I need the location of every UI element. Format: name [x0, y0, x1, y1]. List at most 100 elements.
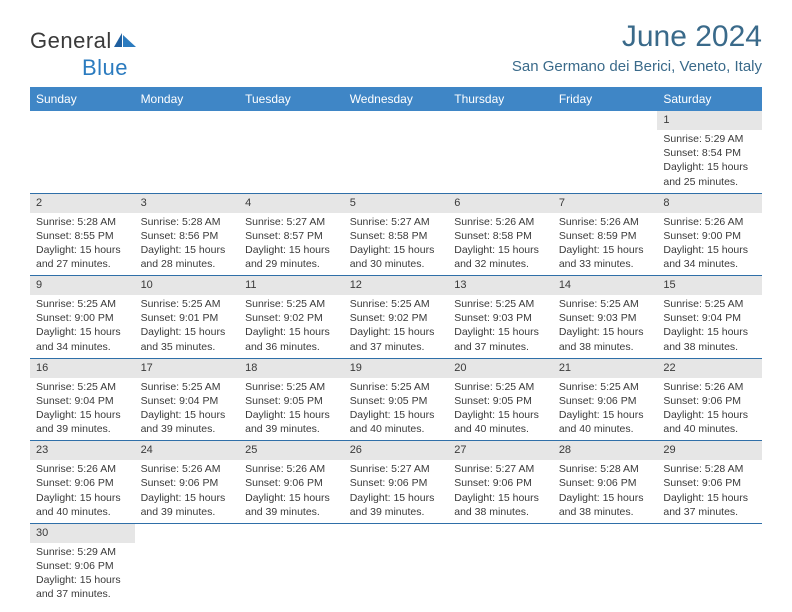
day-number	[135, 111, 240, 130]
sunrise-line: Sunrise: 5:25 AM	[454, 297, 547, 311]
sunrise-line: Sunrise: 5:28 AM	[36, 215, 129, 229]
day-number: 22	[657, 358, 762, 377]
day-number: 1	[657, 111, 762, 130]
day-header-row: SundayMondayTuesdayWednesdayThursdayFrid…	[30, 87, 762, 111]
day-cell: Sunrise: 5:26 AMSunset: 8:59 PMDaylight:…	[553, 213, 658, 276]
day-cell	[239, 543, 344, 606]
day-number	[448, 523, 553, 542]
sunset-line: Sunset: 8:54 PM	[663, 146, 756, 160]
daylight-line: Daylight: 15 hours and 40 minutes.	[36, 491, 129, 519]
sunrise-line: Sunrise: 5:27 AM	[350, 462, 443, 476]
sunset-line: Sunset: 9:03 PM	[454, 311, 547, 325]
daylight-line: Daylight: 15 hours and 39 minutes.	[245, 491, 338, 519]
day-cell: Sunrise: 5:26 AMSunset: 9:06 PMDaylight:…	[30, 460, 135, 523]
sunrise-line: Sunrise: 5:25 AM	[141, 297, 234, 311]
day-cell: Sunrise: 5:26 AMSunset: 9:06 PMDaylight:…	[657, 378, 762, 441]
sunset-line: Sunset: 8:58 PM	[350, 229, 443, 243]
sunset-line: Sunset: 9:01 PM	[141, 311, 234, 325]
day-number: 10	[135, 276, 240, 295]
daylight-line: Daylight: 15 hours and 39 minutes.	[245, 408, 338, 436]
flag-icon	[114, 29, 138, 55]
sunset-line: Sunset: 9:02 PM	[350, 311, 443, 325]
day-cell: Sunrise: 5:28 AMSunset: 9:06 PMDaylight:…	[657, 460, 762, 523]
sunset-line: Sunset: 9:00 PM	[36, 311, 129, 325]
day-cell: Sunrise: 5:27 AMSunset: 8:58 PMDaylight:…	[344, 213, 449, 276]
day-cell	[135, 130, 240, 193]
sunrise-line: Sunrise: 5:27 AM	[350, 215, 443, 229]
day-cell: Sunrise: 5:25 AMSunset: 9:04 PMDaylight:…	[135, 378, 240, 441]
day-number: 15	[657, 276, 762, 295]
day-number: 9	[30, 276, 135, 295]
sunrise-line: Sunrise: 5:27 AM	[454, 462, 547, 476]
daylight-line: Daylight: 15 hours and 30 minutes.	[350, 243, 443, 271]
logo-word1: General	[30, 28, 112, 53]
day-number: 26	[344, 441, 449, 460]
sunrise-line: Sunrise: 5:25 AM	[663, 297, 756, 311]
sunset-line: Sunset: 9:06 PM	[559, 394, 652, 408]
day-cell: Sunrise: 5:25 AMSunset: 9:04 PMDaylight:…	[657, 295, 762, 358]
day-header: Wednesday	[344, 87, 449, 111]
day-number: 28	[553, 441, 658, 460]
day-number: 11	[239, 276, 344, 295]
sunrise-line: Sunrise: 5:26 AM	[663, 215, 756, 229]
calendar-body: 1 Sunrise: 5:29 AMSunset: 8:54 PMDayligh…	[30, 111, 762, 605]
sunset-line: Sunset: 9:05 PM	[350, 394, 443, 408]
daylight-line: Daylight: 15 hours and 39 minutes.	[141, 491, 234, 519]
daylight-line: Daylight: 15 hours and 27 minutes.	[36, 243, 129, 271]
sunset-line: Sunset: 9:06 PM	[663, 394, 756, 408]
sunrise-line: Sunrise: 5:28 AM	[141, 215, 234, 229]
day-cell: Sunrise: 5:25 AMSunset: 9:02 PMDaylight:…	[344, 295, 449, 358]
daylight-line: Daylight: 15 hours and 38 minutes.	[559, 325, 652, 353]
day-header: Thursday	[448, 87, 553, 111]
day-cell: Sunrise: 5:27 AMSunset: 9:06 PMDaylight:…	[344, 460, 449, 523]
sunrise-line: Sunrise: 5:26 AM	[36, 462, 129, 476]
day-header: Monday	[135, 87, 240, 111]
sunrise-line: Sunrise: 5:29 AM	[663, 132, 756, 146]
day-number: 19	[344, 358, 449, 377]
sunset-line: Sunset: 9:06 PM	[36, 559, 129, 573]
page-header: GeneralBlue June 2024 San Germano dei Be…	[30, 20, 762, 81]
day-number: 24	[135, 441, 240, 460]
day-cell	[344, 543, 449, 606]
day-number: 18	[239, 358, 344, 377]
sunrise-line: Sunrise: 5:26 AM	[141, 462, 234, 476]
daylight-line: Daylight: 15 hours and 40 minutes.	[350, 408, 443, 436]
day-cell: Sunrise: 5:26 AMSunset: 9:06 PMDaylight:…	[135, 460, 240, 523]
day-cell	[135, 543, 240, 606]
day-cell: Sunrise: 5:27 AMSunset: 8:57 PMDaylight:…	[239, 213, 344, 276]
day-cell: Sunrise: 5:29 AMSunset: 9:06 PMDaylight:…	[30, 543, 135, 606]
daylight-line: Daylight: 15 hours and 36 minutes.	[245, 325, 338, 353]
day-number-row: 23242526272829	[30, 441, 762, 460]
calendar-page: GeneralBlue June 2024 San Germano dei Be…	[0, 0, 792, 612]
sunset-line: Sunset: 8:59 PM	[559, 229, 652, 243]
day-cell: Sunrise: 5:26 AMSunset: 8:58 PMDaylight:…	[448, 213, 553, 276]
day-cell: Sunrise: 5:25 AMSunset: 9:05 PMDaylight:…	[344, 378, 449, 441]
day-cell: Sunrise: 5:25 AMSunset: 9:05 PMDaylight:…	[239, 378, 344, 441]
sunset-line: Sunset: 9:06 PM	[663, 476, 756, 490]
day-number-row: 16171819202122	[30, 358, 762, 377]
sunset-line: Sunset: 9:06 PM	[36, 476, 129, 490]
day-info-row: Sunrise: 5:28 AMSunset: 8:55 PMDaylight:…	[30, 213, 762, 276]
day-number	[30, 111, 135, 130]
daylight-line: Daylight: 15 hours and 33 minutes.	[559, 243, 652, 271]
day-info-row: Sunrise: 5:29 AMSunset: 8:54 PMDaylight:…	[30, 130, 762, 193]
day-number: 14	[553, 276, 658, 295]
day-number	[344, 523, 449, 542]
daylight-line: Daylight: 15 hours and 37 minutes.	[350, 325, 443, 353]
day-cell: Sunrise: 5:26 AMSunset: 9:00 PMDaylight:…	[657, 213, 762, 276]
daylight-line: Daylight: 15 hours and 37 minutes.	[663, 491, 756, 519]
day-number: 3	[135, 193, 240, 212]
day-cell: Sunrise: 5:25 AMSunset: 9:03 PMDaylight:…	[553, 295, 658, 358]
sunset-line: Sunset: 8:55 PM	[36, 229, 129, 243]
title-block: June 2024 San Germano dei Berici, Veneto…	[512, 20, 762, 75]
daylight-line: Daylight: 15 hours and 38 minutes.	[559, 491, 652, 519]
sunset-line: Sunset: 9:05 PM	[245, 394, 338, 408]
sunrise-line: Sunrise: 5:26 AM	[663, 380, 756, 394]
daylight-line: Daylight: 15 hours and 35 minutes.	[141, 325, 234, 353]
day-number: 16	[30, 358, 135, 377]
day-cell: Sunrise: 5:25 AMSunset: 9:05 PMDaylight:…	[448, 378, 553, 441]
sunset-line: Sunset: 9:05 PM	[454, 394, 547, 408]
daylight-line: Daylight: 15 hours and 37 minutes.	[36, 573, 129, 601]
sunset-line: Sunset: 9:06 PM	[245, 476, 338, 490]
daylight-line: Daylight: 15 hours and 40 minutes.	[454, 408, 547, 436]
